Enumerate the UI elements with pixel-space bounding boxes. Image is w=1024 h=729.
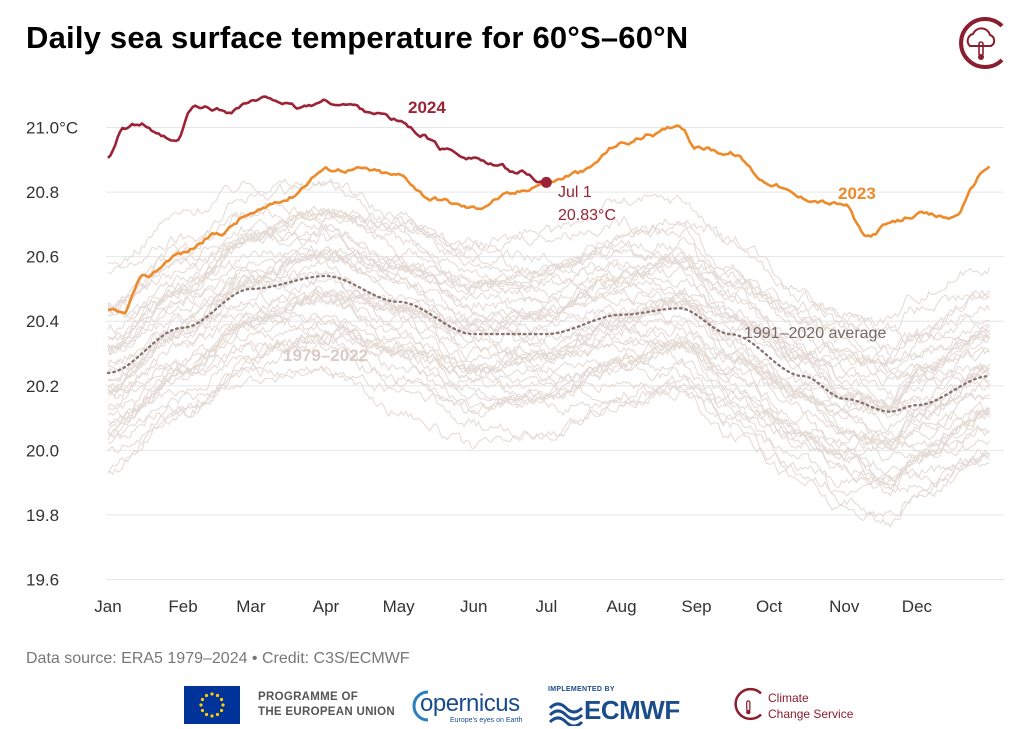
copernicus-logo-icon — [412, 690, 429, 722]
c3s-logo-icon — [959, 17, 1004, 69]
historical-year-line — [107, 327, 991, 475]
historical-year-line — [107, 209, 990, 388]
x-tick-label: Nov — [829, 597, 860, 616]
historical-year-line — [107, 218, 991, 364]
y-tick-label: 21.0°C — [26, 119, 78, 138]
eu-star — [219, 708, 224, 713]
x-tick-label: Feb — [168, 597, 197, 616]
label-average: 1991–2020 average — [744, 325, 886, 342]
logo-footer: PROGRAMME OF THE EUROPEAN UNION opernicu… — [0, 682, 1024, 729]
eu-star — [221, 703, 225, 707]
x-tick-label: Jul — [535, 597, 557, 616]
y-tick-label: 20.8 — [26, 183, 59, 202]
eu-programme-text: PROGRAMME OF THE EUROPEAN UNION — [258, 691, 396, 718]
historical-year-line — [107, 317, 991, 483]
jul1-marker — [540, 176, 552, 188]
historical-year-line — [107, 249, 991, 401]
eu-star — [210, 692, 214, 696]
annotation-value: 20.83°C — [558, 207, 616, 224]
historical-year-line — [107, 260, 990, 452]
eu-star — [200, 697, 205, 702]
historical-year-line — [107, 208, 990, 365]
label-2023: 2023 — [838, 184, 876, 203]
historical-year-line — [107, 178, 991, 351]
x-tick-label: Sep — [681, 597, 711, 616]
c3s-small-logo-icon — [734, 687, 762, 721]
eu-star — [215, 712, 220, 717]
historical-year-line — [107, 244, 991, 411]
x-tick-label: Jan — [94, 597, 121, 616]
y-axis-ticks: 21.0°C 20.8 20.6 20.4 20.2 20.0 19.8 19.6 — [26, 119, 78, 590]
x-tick-label: May — [383, 597, 416, 616]
ecmwf-name: ECMWF — [584, 695, 680, 725]
historical-year-line — [107, 338, 990, 498]
y-tick-label: 20.0 — [26, 441, 59, 460]
eu-star — [204, 712, 209, 717]
historical-year-line — [107, 245, 991, 410]
y-tick-label: 19.8 — [26, 506, 59, 525]
historical-year-line — [107, 178, 991, 327]
x-tick-label: Oct — [756, 597, 783, 616]
eu-star — [215, 693, 220, 698]
historical-year-line — [107, 331, 990, 455]
historical-year-line — [107, 290, 991, 441]
historical-year-line — [107, 231, 990, 379]
eu-star — [210, 714, 214, 718]
x-tick-label: Dec — [902, 597, 933, 616]
y-tick-label: 19.6 — [26, 571, 59, 590]
copernicus-name: opernicus — [420, 690, 520, 717]
label-historical: 1979–2022 — [283, 346, 368, 365]
series-lines — [106, 95, 991, 413]
x-tick-label: Apr — [313, 597, 340, 616]
y-tick-label: 20.4 — [26, 312, 59, 331]
series-2024-line — [107, 95, 547, 184]
ecmwf-implemented-by: IMPLEMENTED BY — [548, 686, 615, 693]
historical-year-line — [107, 365, 990, 522]
annotation-date: Jul 1 — [558, 184, 592, 201]
y-tick-label: 20.6 — [26, 248, 59, 267]
x-axis-ticks: Jan Feb Mar Apr May Jun Jul Aug Sep Oct Nov Dec — [94, 597, 932, 616]
eu-star — [204, 693, 209, 698]
historical-year-line — [107, 287, 990, 417]
copernicus-tagline: Europe's eyes on Earth — [450, 717, 523, 724]
x-tick-label: Jun — [460, 597, 487, 616]
label-2024: 2024 — [408, 98, 446, 117]
data-source-credit: Data source: ERA5 1979–2024 • Credit: C3… — [26, 650, 410, 667]
historical-year-line — [107, 208, 990, 334]
sst-chart: 21.0°C 20.8 20.6 20.4 20.2 20.0 19.8 19.6 Jan Fe… — [26, 95, 1004, 616]
eu-star — [200, 708, 205, 713]
series-labels: 2024 2023 1991–2020 average 1979–2022 Jul 1 2… — [283, 98, 886, 365]
historical-year-line — [107, 291, 991, 490]
eu-star — [199, 703, 203, 707]
eu-flag-icon — [184, 686, 240, 724]
y-tick-label: 20.2 — [26, 377, 59, 396]
chart-title: Daily sea surface temperature for 60°S–6… — [26, 20, 689, 55]
historical-year-line — [107, 365, 990, 489]
historical-year-line — [107, 208, 990, 345]
historical-lines-1979-2022 — [107, 178, 991, 528]
x-tick-label: Aug — [606, 597, 636, 616]
eu-star — [219, 697, 224, 702]
c3s-text: Climate Change Service — [768, 691, 854, 721]
series-average-line — [106, 274, 991, 413]
historical-year-line — [107, 276, 991, 412]
x-tick-label: Mar — [236, 597, 266, 616]
ecmwf-waves-icon — [548, 702, 584, 726]
